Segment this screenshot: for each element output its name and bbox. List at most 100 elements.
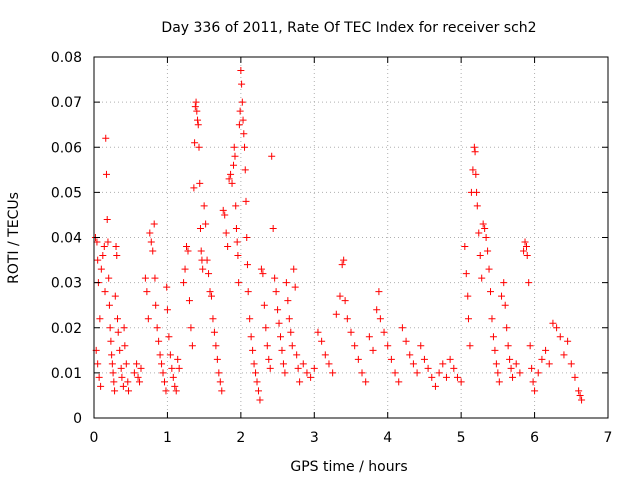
data-point [149,247,157,255]
data-point [130,369,138,377]
data-point [194,121,202,129]
data-point [243,234,251,241]
data-point [228,179,236,187]
data-point [380,328,388,336]
data-point [351,342,359,350]
data-point [464,292,472,300]
data-point [119,382,127,390]
data-point [199,265,207,273]
data-point [101,288,109,296]
data-point [491,346,499,354]
data-point [395,378,403,386]
data-point [250,360,258,368]
data-point [158,360,166,368]
data-point [180,279,188,287]
data-point [160,378,168,386]
data-point [446,355,454,363]
data-point [571,373,579,381]
data-point [97,265,105,273]
data-point [249,346,257,354]
data-point [495,378,503,386]
data-point [218,387,226,395]
data-point [564,337,572,345]
data-point [174,355,182,363]
data-point [373,306,381,314]
data-point [275,319,283,327]
data-point [506,355,514,363]
data-point [453,373,461,381]
data-point [230,161,238,169]
data-point [341,297,349,305]
data-point [165,333,173,341]
data-point [471,148,479,156]
y-tick-label: 0.01 [51,366,82,382]
data-point [190,184,198,192]
data-point [287,328,295,336]
data-point [254,387,262,395]
data-point [227,170,235,178]
y-tick-label: 0.06 [51,140,82,156]
data-point [175,364,183,372]
data-point [461,243,469,251]
data-point [266,364,274,372]
data-point [522,243,530,251]
data-point [188,342,196,350]
data-point [262,324,270,332]
data-point [163,283,171,291]
data-point [166,351,174,359]
data-point [110,378,118,386]
data-point [247,333,255,341]
x-axis-title: GPS time / hours [290,459,407,475]
data-point [375,288,383,296]
data-point [439,360,447,368]
data-point [278,346,286,354]
data-point [476,252,484,260]
data-point [203,256,211,264]
data-point [509,373,517,381]
data-point [100,243,108,251]
y-tick-label: 0.03 [51,276,82,292]
data-point [96,315,104,323]
data-point [210,328,218,336]
data-point [512,360,520,368]
data-point [187,324,195,332]
data-point [244,288,252,296]
data-point [239,116,247,124]
data-point [263,342,271,350]
data-point [169,373,177,381]
data-point [116,346,124,354]
data-point [478,274,486,282]
data-point [191,103,199,111]
data-point [347,328,355,336]
data-point [457,378,465,386]
data-point [525,279,533,287]
data-point [472,170,480,178]
data-point [122,360,130,368]
data-point [209,315,217,323]
x-tick-label: 2 [236,430,245,446]
y-tick-label: 0.07 [51,95,82,111]
x-tick-label: 1 [163,430,172,446]
data-point [120,324,128,332]
data-point [222,229,230,237]
data-point [336,292,344,300]
data-point [235,121,243,129]
data-point [318,337,326,345]
data-point [538,355,546,363]
data-point [184,247,192,255]
data-point [246,315,254,323]
data-point [475,229,483,237]
data-point [473,188,481,196]
data-point [553,324,561,332]
data-point [488,315,496,323]
data-point [213,355,221,363]
data-point [192,98,200,106]
data-point [193,107,201,115]
data-point [545,360,553,368]
data-point [150,220,158,228]
data-point [106,324,114,332]
data-point [93,238,101,246]
data-point [185,297,193,305]
data-point [94,360,102,368]
data-point [234,252,242,260]
